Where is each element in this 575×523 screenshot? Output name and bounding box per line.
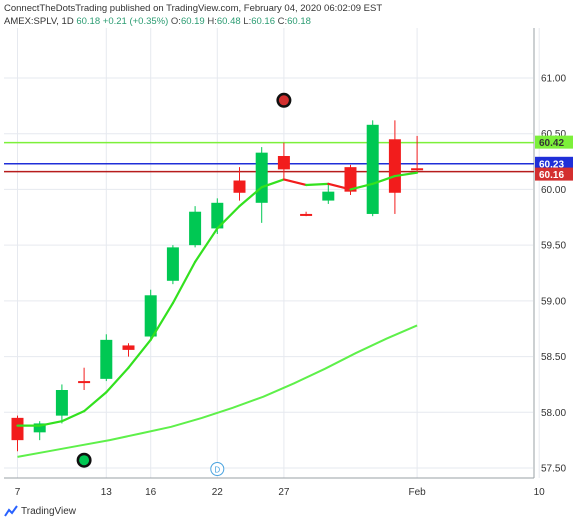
candle-body [122, 345, 135, 350]
candle-body [11, 417, 24, 441]
time-tick-label: 10 [534, 487, 546, 498]
chart-publish-info: ConnectTheDotsTrading published on Tradi… [4, 3, 382, 14]
ema-slow-line [17, 324, 418, 458]
ema-fast-segment [238, 186, 263, 208]
low-value: 60.16 [251, 16, 275, 27]
signal-marker-dot [79, 455, 90, 466]
ema-fast-segment [371, 174, 396, 185]
last-price: 60.18 [76, 16, 101, 27]
candle [322, 183, 335, 204]
low-label: L: [243, 16, 252, 27]
price-label-text: 60.23 [539, 159, 564, 170]
time-tick-label: Feb [408, 487, 426, 498]
candle-body [233, 180, 246, 193]
candle [11, 415, 24, 452]
candle [100, 334, 113, 382]
high-value: 60.48 [216, 16, 241, 27]
ema-fast-segment [60, 410, 86, 423]
signal-marker-dot [278, 95, 289, 106]
candle [122, 343, 135, 357]
candle [277, 142, 290, 179]
candle [144, 289, 157, 340]
tradingview-logo-icon [4, 505, 18, 517]
candle-body [388, 139, 401, 193]
candle [55, 384, 68, 424]
price-tick-label: 57.50 [541, 464, 566, 475]
symbol-label[interactable]: AMEX:SPLV, 1D [4, 16, 74, 27]
candle-body [100, 339, 113, 379]
published-text: published on TradingView.com, February 0… [109, 3, 383, 14]
price-tick-label: 60.50 [541, 129, 566, 140]
candle-body [78, 381, 91, 384]
time-tick-label: 22 [212, 487, 224, 498]
candle-body [411, 168, 424, 171]
candle-body [277, 156, 290, 170]
candle [366, 120, 379, 217]
candle [78, 367, 91, 390]
ema-fast-segment [38, 420, 64, 427]
price-change: +0.21 (+0.35%) [102, 16, 169, 27]
tradingview-brand: TradingView [21, 505, 77, 517]
candle-body [144, 295, 157, 337]
publisher-name[interactable]: ConnectTheDotsTrading [4, 3, 108, 14]
candle-body [211, 202, 224, 229]
time-tick-label: 7 [15, 487, 21, 498]
candle-body [300, 213, 313, 216]
candle-body [344, 167, 357, 192]
ema-fast-segment [171, 260, 197, 305]
ohlc-legend: AMEX:SPLV, 1D 60.18 +0.21 (+0.35%) O:60.… [4, 16, 311, 27]
price-label-box [535, 167, 573, 181]
price-label-text: 60.16 [539, 170, 564, 181]
time-tick-label: 13 [101, 487, 113, 498]
open-value: 60.19 [180, 16, 205, 27]
ema-fast-segment [149, 301, 174, 341]
ema-fast-segment [305, 182, 330, 187]
candle-body [322, 191, 335, 201]
price-label-box [535, 156, 573, 170]
ema-fast-segment [327, 182, 352, 191]
candle-body [55, 390, 68, 416]
price-tick-label: 58.50 [541, 352, 566, 363]
price-tick-label: 59.00 [541, 296, 566, 307]
candle [189, 206, 202, 248]
close-label: C: [277, 16, 288, 27]
candle-body [189, 211, 202, 246]
price-label-text: 60.42 [539, 138, 564, 149]
ema-fast-segment [216, 205, 241, 230]
ema-fast-segment [349, 182, 374, 191]
dividend-marker-label: D [214, 466, 220, 475]
candle [300, 211, 313, 217]
candle [33, 421, 46, 441]
candle-body [366, 124, 379, 214]
open-label: O: [170, 16, 181, 27]
price-label-box [535, 135, 573, 149]
time-tick-label: 16 [145, 487, 157, 498]
candle [233, 167, 246, 201]
time-tick-label: 27 [278, 487, 290, 498]
ema-fast-segment [393, 171, 419, 178]
candle [411, 135, 424, 172]
ema-fast-segment [194, 227, 219, 263]
tradingview-footer[interactable]: TradingView [4, 505, 76, 517]
candle-body [255, 152, 268, 203]
ema-fast-segment [82, 391, 108, 413]
ema-fast-segment [105, 366, 130, 394]
ema-fast-segment [260, 178, 285, 189]
dividend-marker [210, 462, 225, 476]
high-label: H: [207, 16, 217, 27]
close-value: 60.18 [287, 16, 311, 27]
candle-body [33, 423, 46, 433]
price-tick-label: 58.00 [541, 408, 566, 419]
price-tick-label: 60.00 [541, 185, 566, 196]
price-tick-label: 59.50 [541, 241, 566, 252]
price-tick-label: 61.00 [541, 74, 566, 85]
candle [166, 245, 179, 285]
ema-fast-segment [282, 178, 308, 187]
candle [388, 120, 401, 214]
ema-fast-segment [127, 338, 152, 369]
candle-body [166, 247, 179, 281]
